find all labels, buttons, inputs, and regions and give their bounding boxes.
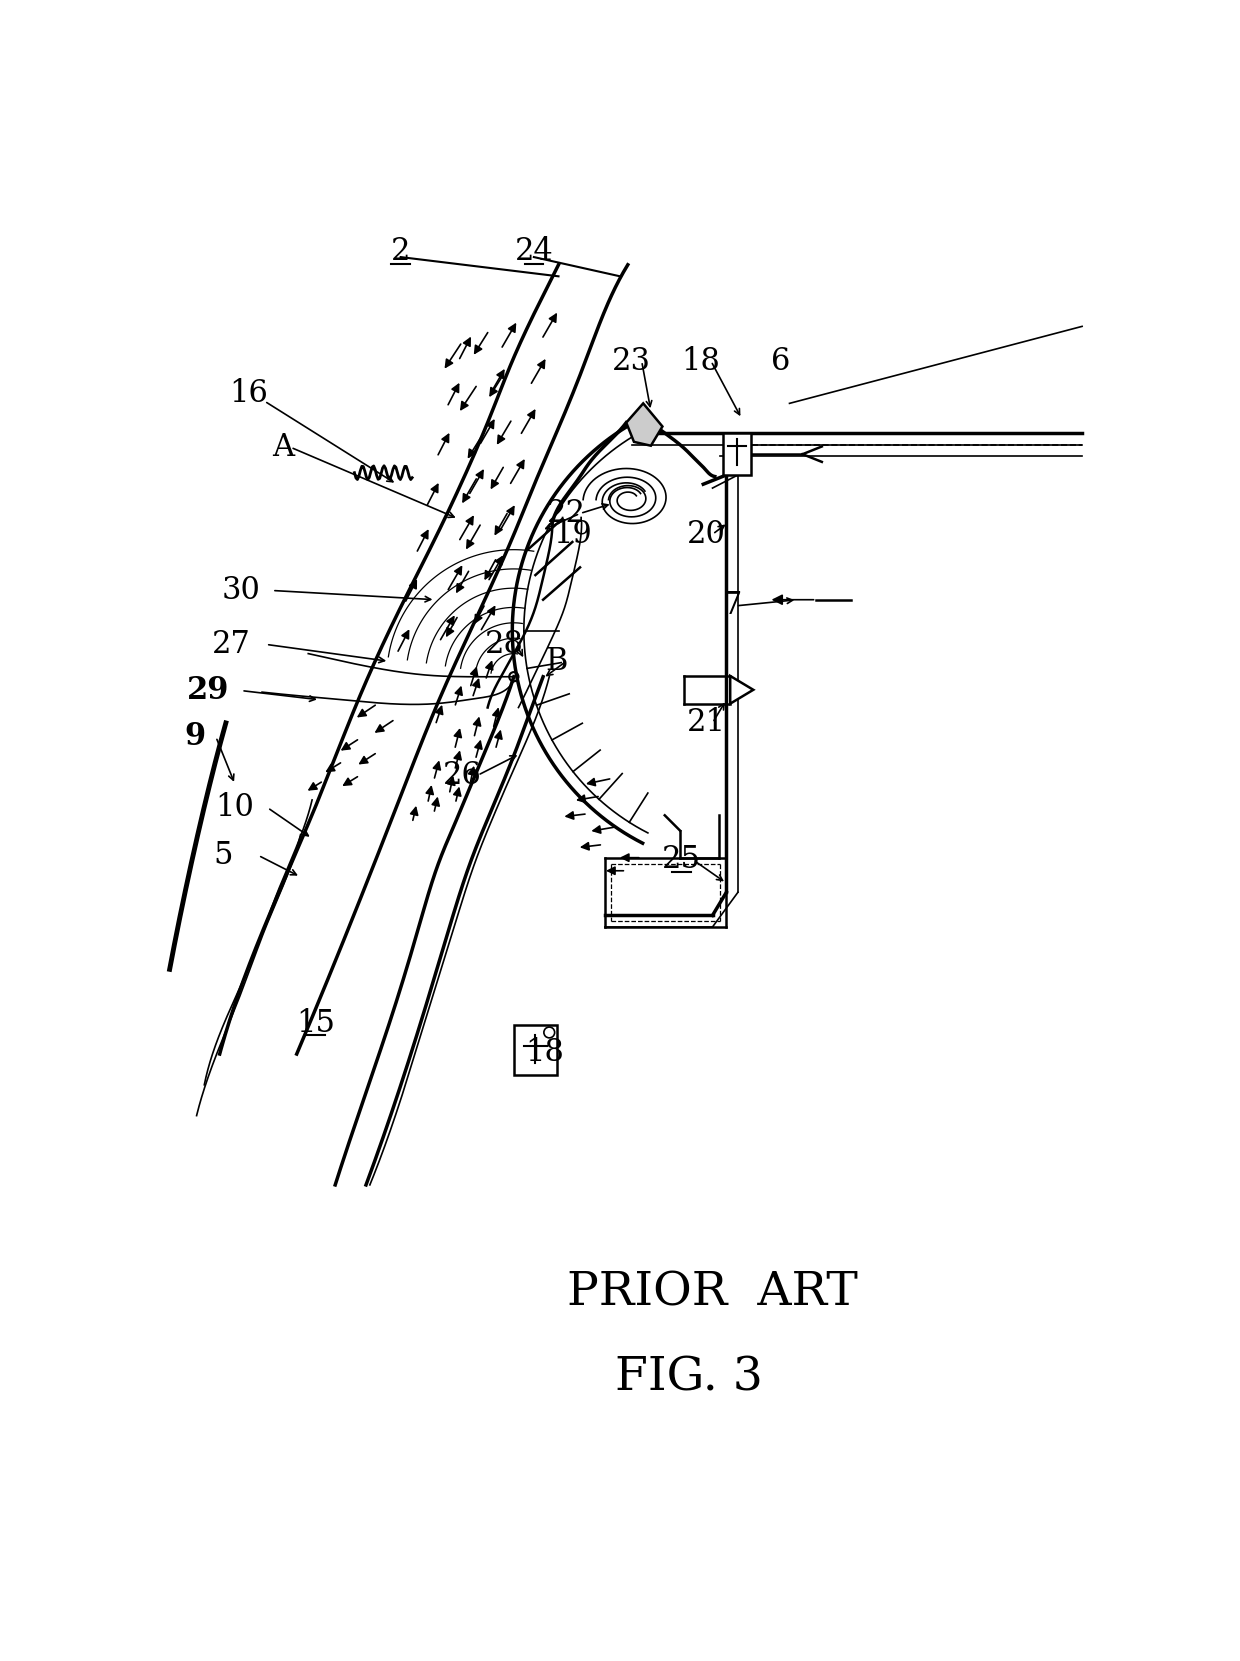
Text: PRIOR  ART: PRIOR ART [567, 1271, 858, 1316]
Polygon shape [626, 404, 662, 445]
Text: 9: 9 [185, 721, 206, 752]
Text: 15: 15 [296, 1008, 336, 1038]
Text: 7: 7 [722, 590, 742, 621]
Text: 22: 22 [547, 498, 585, 528]
Text: 29: 29 [187, 674, 229, 706]
Text: 20: 20 [687, 518, 725, 550]
Text: 23: 23 [613, 345, 651, 377]
Text: 6: 6 [770, 345, 790, 377]
Text: 19: 19 [553, 518, 591, 550]
Text: A: A [272, 432, 294, 463]
Text: B: B [546, 646, 568, 676]
Text: 18: 18 [526, 1036, 564, 1068]
Text: 25: 25 [662, 844, 701, 875]
Text: 24: 24 [515, 236, 553, 267]
Polygon shape [730, 676, 754, 704]
Text: 30: 30 [222, 575, 260, 606]
Text: 21: 21 [687, 708, 725, 739]
Text: 10: 10 [216, 792, 254, 824]
Text: 26: 26 [443, 759, 481, 791]
Bar [723, 432, 751, 475]
Text: 2: 2 [391, 236, 410, 267]
Text: 16: 16 [229, 377, 268, 409]
Text: 5: 5 [213, 840, 233, 870]
Text: 18: 18 [682, 345, 720, 377]
Text: 27: 27 [212, 630, 250, 659]
Text: FIG. 3: FIG. 3 [615, 1355, 764, 1400]
Text: 28: 28 [485, 630, 525, 659]
Bar [513, 1025, 557, 1075]
